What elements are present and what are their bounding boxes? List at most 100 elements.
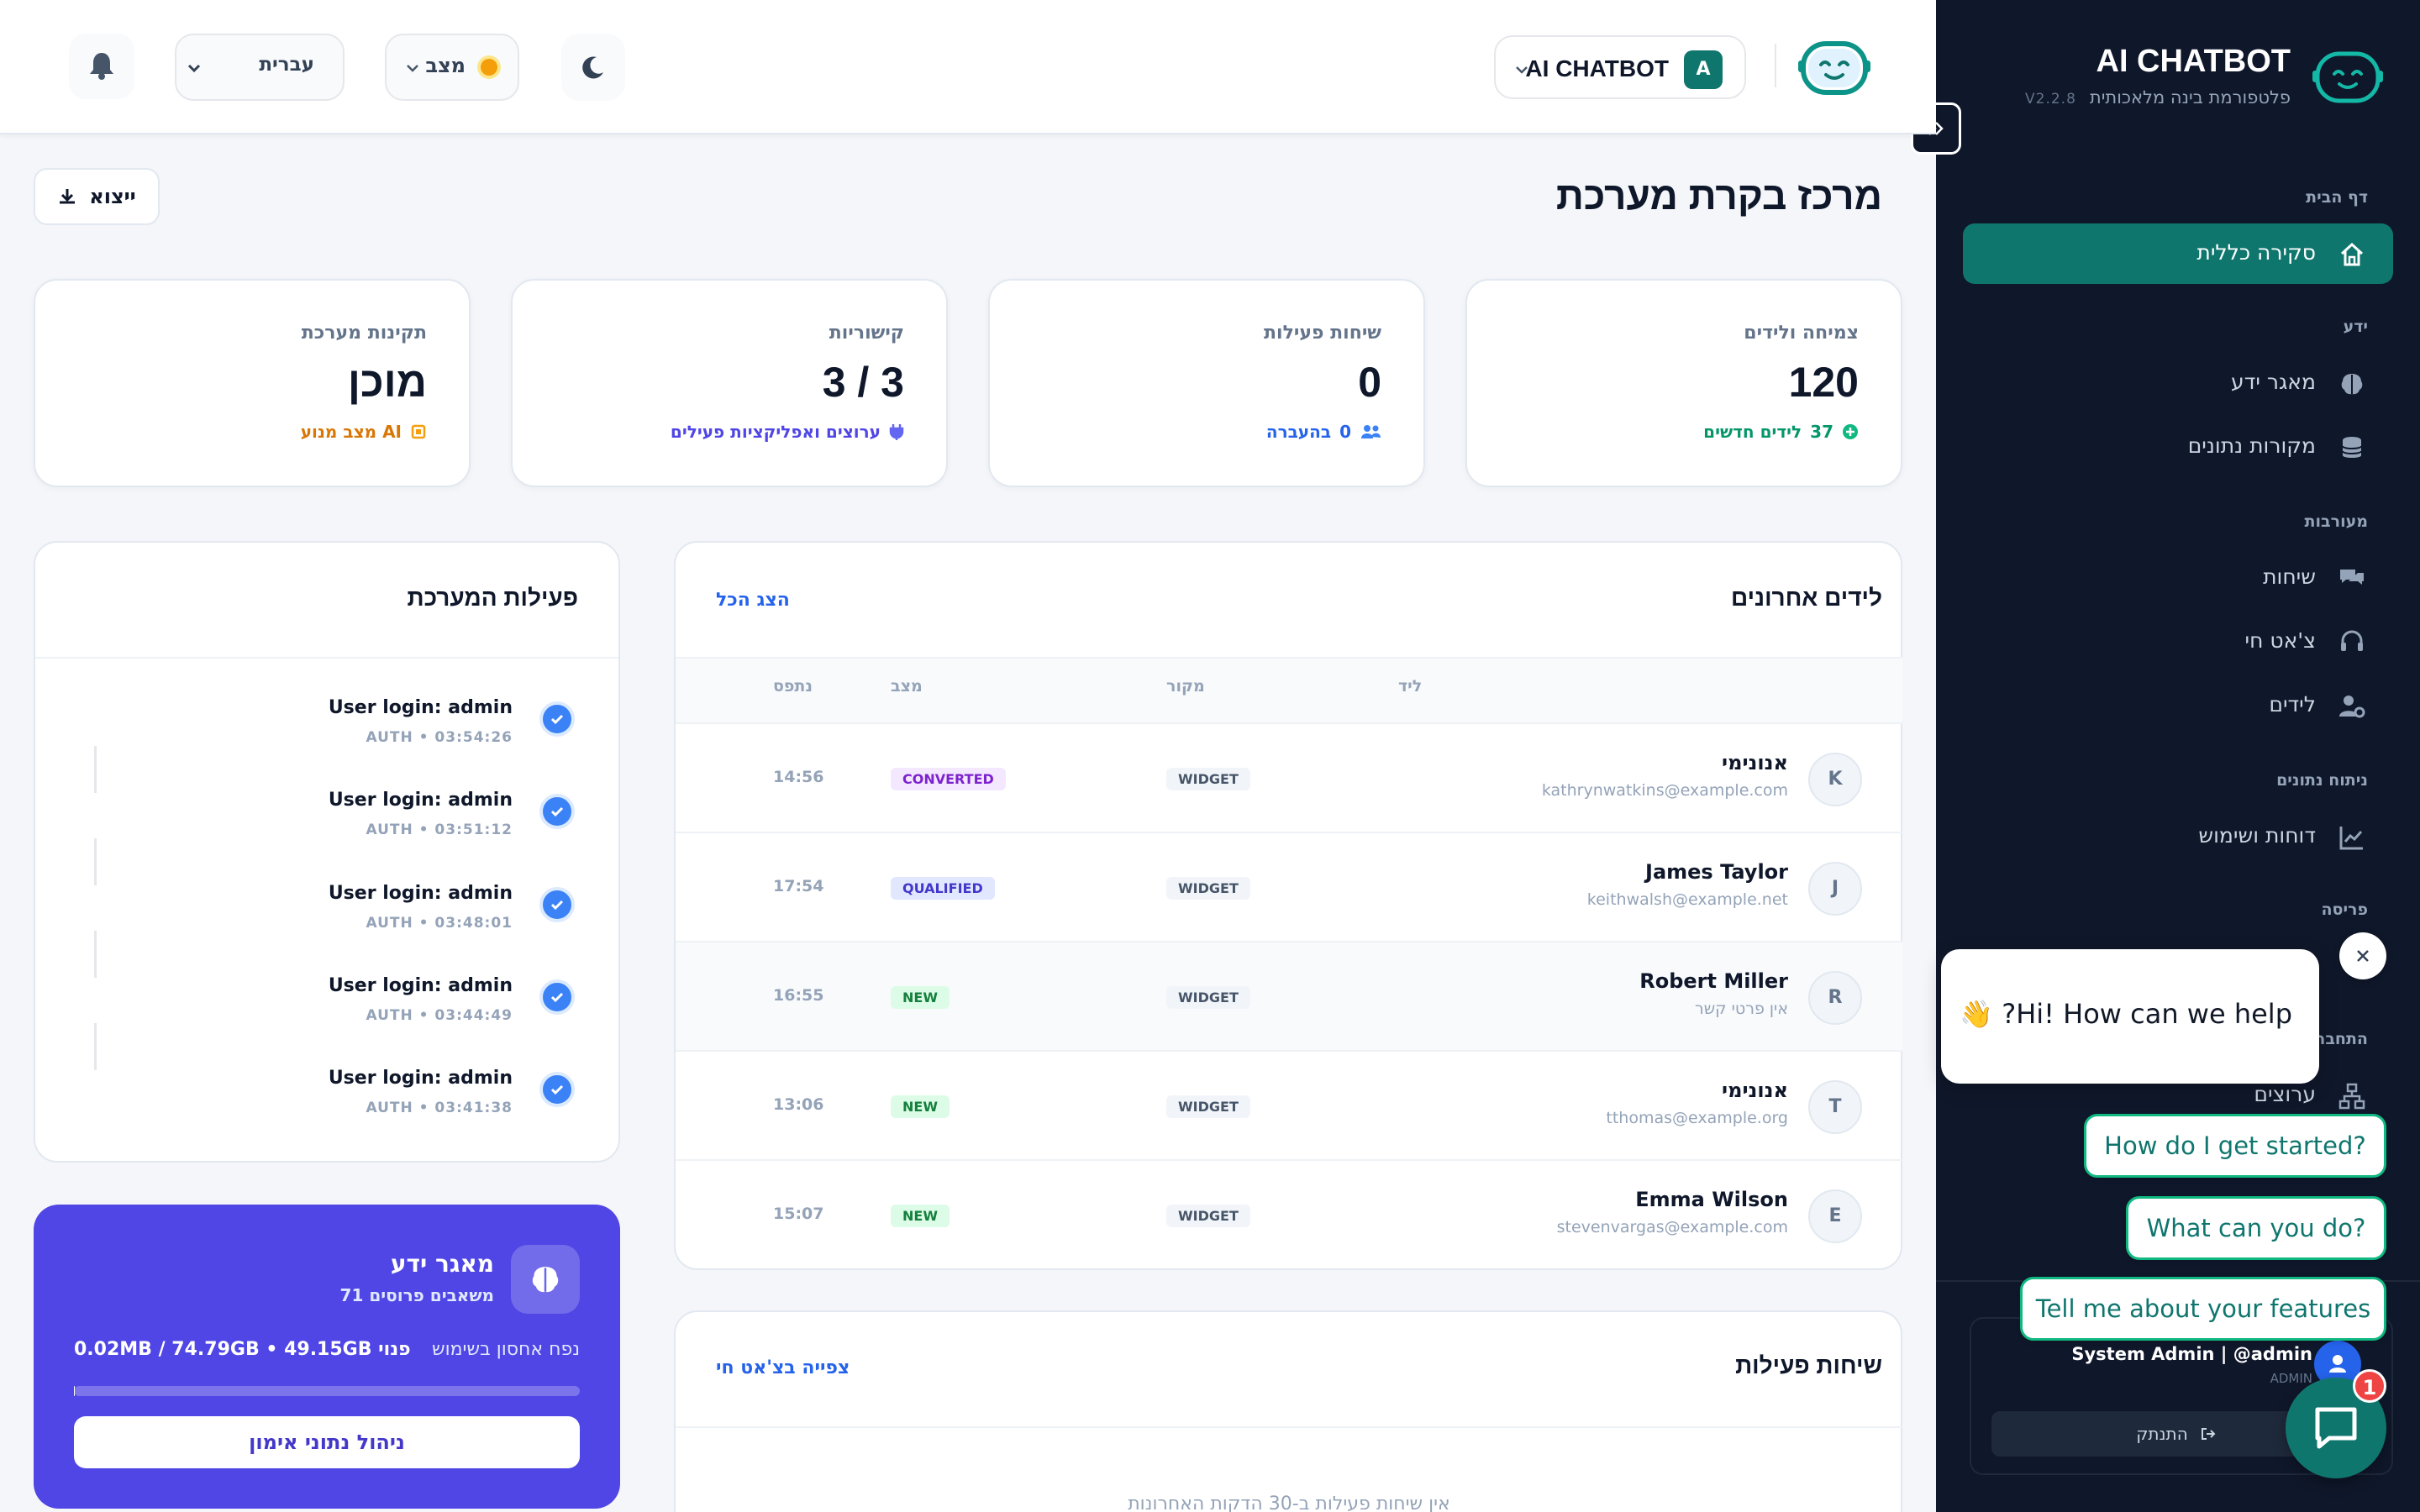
status-selector[interactable]: מצב [385, 34, 519, 101]
source-badge: WIDGET [1166, 877, 1250, 900]
chat-close-button[interactable] [2339, 932, 2386, 979]
bot-name: AI CHATBOT [1525, 55, 1669, 81]
activity-meta: AUTH • 03:54:26 [366, 729, 513, 746]
logout-label: התנתק [2136, 1424, 2188, 1444]
suggestion-what-can-you-do[interactable]: What can you do? [2126, 1196, 2386, 1260]
theme-toggle-button[interactable] [561, 34, 625, 101]
activity-check [539, 794, 575, 829]
chevron-down-icon [187, 64, 201, 73]
activity-meta: AUTH • 03:51:12 [366, 822, 513, 838]
lead-time: 13:06 [773, 1095, 824, 1114]
version-label: V2.2.8 [2025, 91, 2076, 108]
stat-card-connectivity: קישוריות 3 / 3 ערוצים ואפליקציות פעילים [511, 279, 948, 487]
stat-title: תקינות מערכת [301, 323, 427, 344]
user-gear-icon [2339, 696, 2365, 718]
status-badge: NEW [891, 1205, 950, 1227]
sidebar-item-label: מאגר ידע [2231, 370, 2316, 394]
lead-time: 17:54 [773, 877, 824, 895]
lead-name: אנונימי [1722, 751, 1788, 774]
brand-title: AI CHATBOT [2096, 44, 2291, 79]
moon-icon [582, 56, 603, 79]
lead-avatar: J [1808, 862, 1862, 916]
stat-title: צמיחה ולידים [1744, 323, 1859, 344]
stat-sub-text: מצב מנוע AI [300, 422, 402, 442]
view-live-chat-link[interactable]: צפייה בצ'אט חי [716, 1357, 850, 1378]
status-badge: NEW [891, 1095, 950, 1118]
bot-selector[interactable]: A AI CHATBOT [1494, 35, 1746, 99]
activity-check [539, 701, 575, 737]
stat-sub-text: לידים חדשים [1703, 422, 1802, 442]
users-icon [1361, 425, 1381, 438]
page-title: מרכז בקרת מערכת [1555, 174, 1882, 218]
column-header-updated: נתפס [773, 677, 813, 696]
timeline-line [94, 838, 97, 885]
storage-label: נפח אחסון בשימוש [432, 1339, 580, 1360]
empty-state-text: אין שיחות פעילות ב-30 הדקות האחרונות [1128, 1494, 1450, 1512]
sidebar-item-live-chat[interactable]: צ'אט חי [1963, 612, 2393, 672]
section-label-home: דף הבית [2306, 188, 2368, 207]
column-header-lead: ליד [1398, 677, 1423, 696]
kb-icon-wrap [511, 1245, 580, 1314]
header-divider [1775, 44, 1776, 87]
stat-sub: לידים חדשים 37 [1703, 422, 1859, 442]
suggestion-get-started[interactable]: How do I get started? [2084, 1114, 2386, 1178]
lead-name: Robert Miller [1639, 969, 1788, 993]
manage-training-data-button[interactable]: ניהול נתוני אימון [74, 1416, 580, 1468]
export-label: ייצוא [89, 185, 136, 208]
section-label-knowledge: ידע [2343, 318, 2368, 336]
lead-email: keithwalsh@example.net [1586, 890, 1788, 909]
stat-sub-count: 0 [1339, 422, 1351, 442]
column-header-status: מצב [891, 677, 923, 696]
status-badge: CONVERTED [891, 768, 1006, 790]
activity-text: User login: admin [328, 975, 513, 996]
active-conversations-card [674, 1310, 1902, 1512]
table-row[interactable]: K אנונימי kathrynwatkins@example.com WID… [676, 722, 1902, 832]
table-row[interactable]: E Emma Wilson stevenvargas@example.com W… [676, 1159, 1902, 1268]
sidebar-item-label: ערוצים [2254, 1082, 2316, 1106]
network-icon [2338, 1083, 2365, 1110]
sidebar-item-knowledge-base[interactable]: מאגר ידע [1963, 353, 2393, 413]
lead-avatar: T [1808, 1080, 1862, 1134]
source-badge: WIDGET [1166, 768, 1250, 790]
stat-sub-count: 37 [1810, 422, 1833, 442]
bell-icon [90, 53, 113, 80]
sidebar-item-data-sources[interactable]: מקורות נתונים [1963, 417, 2393, 477]
profile-role: ADMIN [2270, 1371, 2312, 1386]
notifications-button[interactable] [69, 34, 134, 99]
logout-icon [2201, 1428, 2216, 1440]
chat-bubbles-icon [2340, 570, 2364, 585]
activity-check [539, 887, 575, 922]
sidebar-item-conversations[interactable]: שיחות [1963, 548, 2393, 608]
sidebar-item-overview[interactable]: סקירה כללית [1963, 223, 2393, 284]
chat-unread-badge: 1 [2353, 1369, 2386, 1403]
table-row[interactable]: J James Taylor keithwalsh@example.net WI… [676, 832, 1902, 941]
sidebar-item-leads[interactable]: לידים [1963, 675, 2393, 736]
robot-logo-icon [1798, 41, 1870, 95]
chat-bubble-icon [2315, 1407, 2357, 1449]
sidebar-item-label: סקירה כללית [2196, 240, 2316, 265]
sidebar-item-channels[interactable]: ערוצים [1963, 1065, 2393, 1126]
sidebar-item-label: לידים [2269, 692, 2316, 717]
stat-title: שיחות פעילות [1263, 323, 1381, 344]
sidebar-item-reports[interactable]: דוחות ושימוש [1963, 806, 2393, 867]
timeline-line [94, 931, 97, 978]
chevron-down-icon [1516, 66, 1528, 74]
section-label-analytics: ניתוח נתונים [2276, 771, 2368, 790]
check-icon [550, 1084, 564, 1095]
lead-name: Emma Wilson [1635, 1188, 1788, 1211]
suggestion-features[interactable]: Tell me about your features [2020, 1277, 2386, 1341]
language-selector[interactable]: עברית [175, 34, 345, 101]
chat-greeting-text: 👋 ?Hi! How can we help [1960, 998, 2292, 1030]
activity-text: User login: admin [328, 1068, 513, 1089]
column-header-source: מקור [1166, 677, 1205, 696]
view-all-leads-link[interactable]: הצג הכל [716, 590, 790, 611]
stat-sub: בהעברה 0 [1266, 422, 1381, 442]
export-button[interactable]: ייצוא [34, 168, 160, 225]
stat-card-active-conversations: שיחות פעילות 0 בהעברה 0 [988, 279, 1425, 487]
table-row[interactable]: R Robert Miller אין פרטי קשר WIDGET NEW … [676, 941, 1902, 1050]
table-row[interactable]: T אנונימי tthomas@example.org WIDGET NEW… [676, 1050, 1902, 1159]
line-chart-icon [2339, 827, 2363, 850]
brain-icon [2341, 374, 2363, 395]
lead-email: kathrynwatkins@example.com [1541, 781, 1788, 800]
headset-icon [2341, 630, 2363, 651]
